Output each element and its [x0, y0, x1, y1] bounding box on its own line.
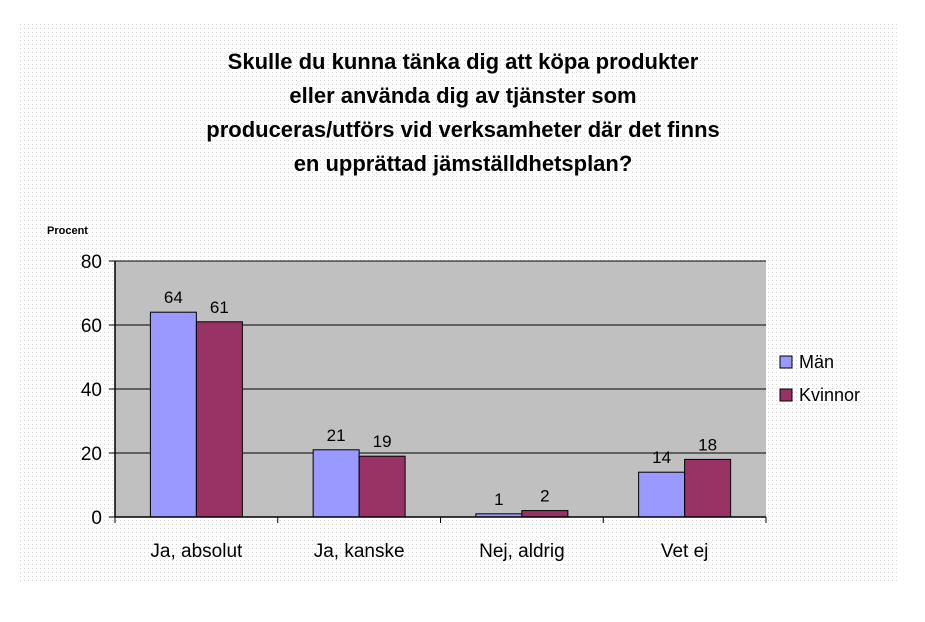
y-tick-label: 20	[81, 444, 102, 465]
data-label: 61	[210, 298, 229, 317]
bar-kvinnor-4	[684, 458, 732, 518]
bar-kvinnor-1	[195, 321, 243, 518]
chart-title-line-2: eller använda dig av tjänster som	[289, 83, 636, 108]
data-label: 21	[327, 426, 346, 445]
bar-kvinnor-3	[521, 510, 569, 518]
x-tick-label: Vet ej	[661, 541, 709, 562]
y-tick-label: 0	[91, 508, 102, 529]
y-tick-label: 80	[81, 252, 102, 273]
data-label: 18	[698, 435, 717, 454]
chart-title-line-4: en upprättad jämställdhetsplan?	[294, 151, 633, 176]
data-label: 64	[164, 288, 183, 307]
y-axis-label: Procent	[47, 225, 88, 237]
chart-title: Skulle du kunna tänka dig att köpa produ…	[206, 49, 720, 176]
bar-män-4	[638, 471, 686, 518]
bar-män-1	[149, 311, 197, 518]
chart-title-line-1: Skulle du kunna tänka dig att köpa produ…	[228, 49, 699, 74]
bar-kvinnor-2	[358, 455, 406, 518]
plot-area: 0 20 40 60 80 64 61 Ja, absolut 21 19 Ja, kanske 1 2…	[81, 252, 767, 562]
data-label: 2	[540, 487, 549, 506]
x-tick-label: Ja, kanske	[314, 541, 405, 562]
x-tick-label: Nej, aldrig	[479, 541, 565, 562]
data-label: 19	[373, 432, 392, 451]
legend-label: Män	[799, 352, 834, 372]
legend-swatch-män	[779, 355, 793, 369]
data-label: 1	[494, 490, 503, 509]
y-tick-label: 60	[81, 316, 102, 337]
bar-män-2	[312, 449, 360, 518]
data-label: 14	[652, 448, 671, 467]
y-tick-label: 40	[81, 380, 102, 401]
chart-title-line-3: produceras/utförs vid verksamheter där d…	[206, 117, 720, 142]
legend-label: Kvinnor	[799, 385, 860, 405]
legend-swatch-kvinnor	[779, 388, 793, 402]
legend: Män Kvinnor	[779, 352, 860, 405]
x-tick-label: Ja, absolut	[150, 541, 243, 562]
